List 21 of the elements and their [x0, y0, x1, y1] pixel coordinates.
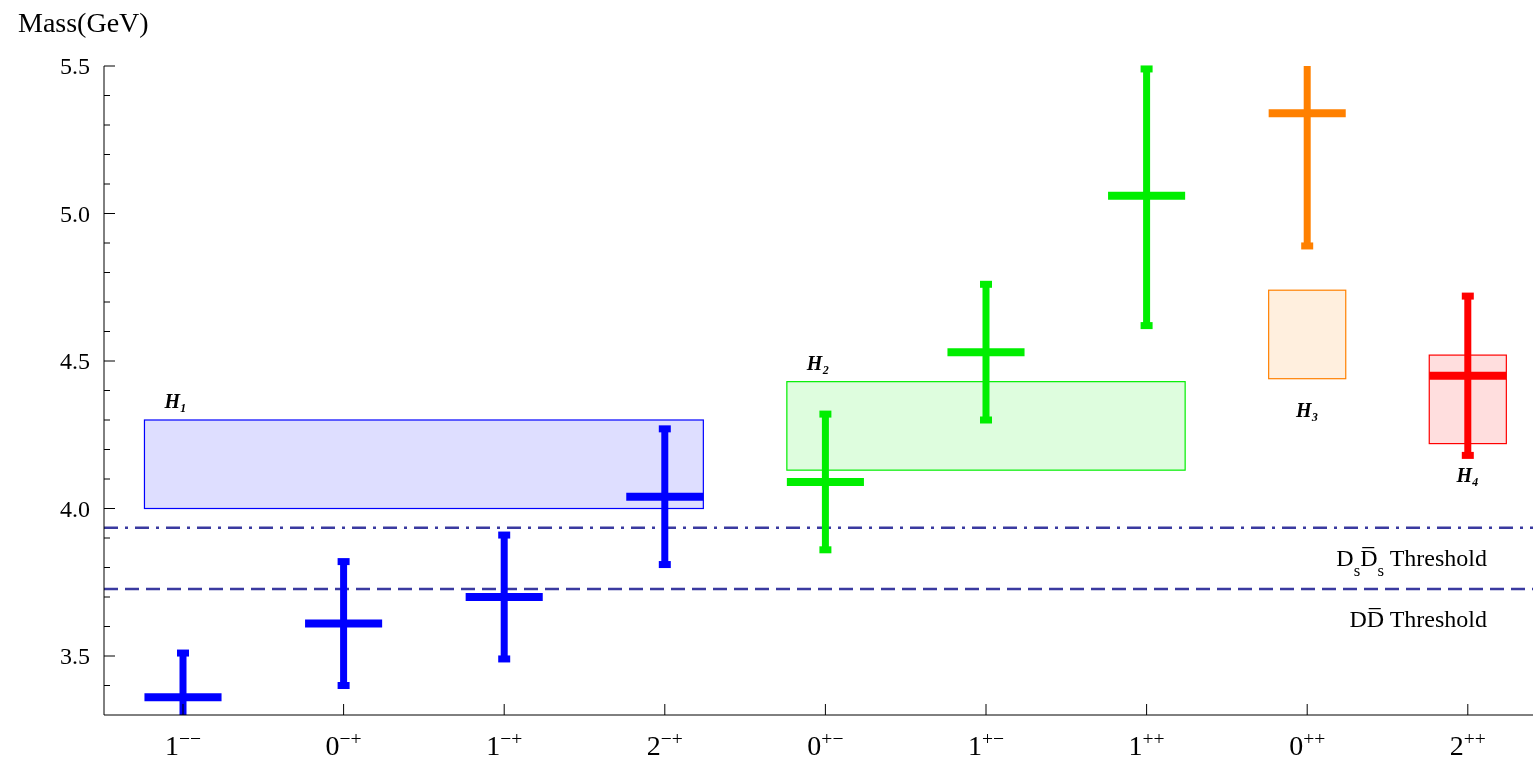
y-tick-label: 4.5: [60, 348, 90, 375]
band-label: H₁: [163, 390, 187, 412]
x-tick-label: 1$^{−−}$: [164, 727, 202, 760]
x-tick-label: 1$^{+−}$: [967, 727, 1005, 760]
y-axis-title: Mass(GeV): [18, 7, 149, 38]
y-tick-label: 4.0: [60, 495, 90, 522]
ref-line-label: DD̅ Threshold: [1349, 606, 1487, 633]
y-tick-label: 5.5: [60, 53, 90, 80]
y-tick-label: 5.0: [60, 200, 90, 227]
x-tick-label: 2$^{++}$: [1449, 727, 1486, 760]
x-tick-label: 1$^{−+}$: [486, 727, 523, 760]
y-tick-label: 3.5: [60, 643, 90, 670]
x-tick-label: 0$^{++}$: [1289, 727, 1326, 760]
x-tick-label: 0$^{+−}$: [807, 727, 844, 760]
x-tick-label: 2$^{−+}$: [646, 727, 683, 760]
band-label: H₄: [1455, 463, 1480, 486]
band-label: H₂: [805, 351, 830, 374]
ref-line-label: D$_{s}$D̅$_{s}$ Threshold: [1336, 544, 1487, 580]
x-tick-label: 1$^{++}$: [1128, 727, 1165, 760]
x-tick-label: 0$^{−+}$: [325, 727, 362, 760]
band-label: H₃: [1294, 398, 1319, 421]
